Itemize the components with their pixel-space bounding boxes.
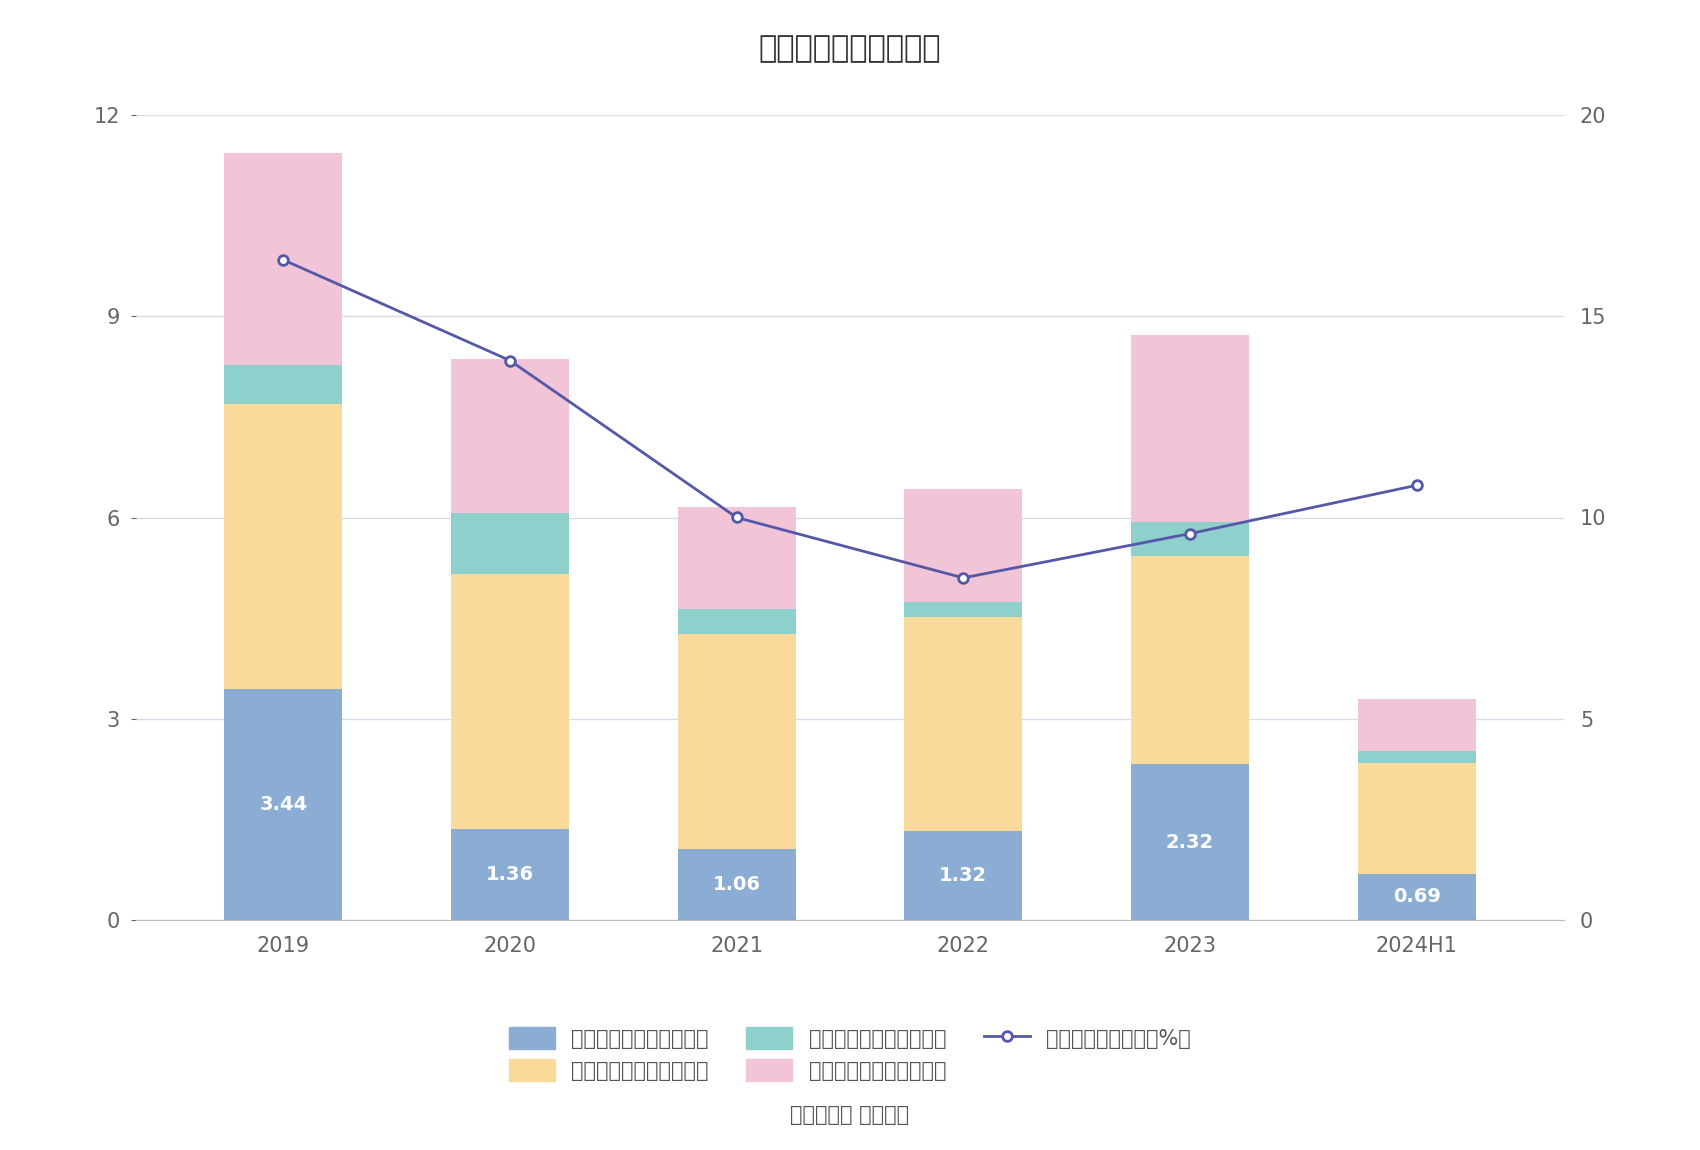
Bar [450, 359, 570, 513]
Bar [1358, 699, 1476, 751]
Bar [678, 849, 796, 920]
Bar [450, 829, 570, 920]
Text: 数据来源： 恒生聚源: 数据来源： 恒生聚源 [790, 1105, 910, 1125]
Legend: 左轴：销售费用（亿元）, 左轴：管理费用（亿元）, 左轴：财务费用（亿元）, 左轴：研发费用（亿元）, 右轴：期间费用率（%）: 左轴：销售费用（亿元）, 左轴：管理费用（亿元）, 左轴：财务费用（亿元）, 左… [500, 1019, 1200, 1089]
Bar [1130, 335, 1250, 522]
Bar [224, 689, 342, 920]
Text: 3.44: 3.44 [260, 795, 308, 814]
Text: 1.32: 1.32 [940, 866, 988, 886]
Bar [224, 366, 342, 404]
Bar [1130, 557, 1250, 765]
Bar [904, 490, 1022, 603]
Bar [678, 507, 796, 608]
Text: 历年期间费用变化情况: 历年期间费用变化情况 [758, 34, 942, 63]
Bar [450, 574, 570, 829]
Bar [1130, 522, 1250, 557]
Bar [678, 634, 796, 849]
Bar [1130, 765, 1250, 920]
Text: 1.36: 1.36 [486, 865, 534, 884]
Bar [224, 404, 342, 689]
Bar [450, 513, 570, 574]
Text: 2.32: 2.32 [1166, 833, 1214, 852]
Text: 1.06: 1.06 [712, 875, 760, 894]
Bar [904, 616, 1022, 831]
Bar [904, 603, 1022, 616]
Bar [224, 153, 342, 366]
Bar [904, 831, 1022, 920]
Bar [678, 608, 796, 635]
Bar [1358, 764, 1476, 874]
Bar [1358, 874, 1476, 920]
Bar [1358, 751, 1476, 764]
Text: 0.69: 0.69 [1392, 888, 1440, 906]
